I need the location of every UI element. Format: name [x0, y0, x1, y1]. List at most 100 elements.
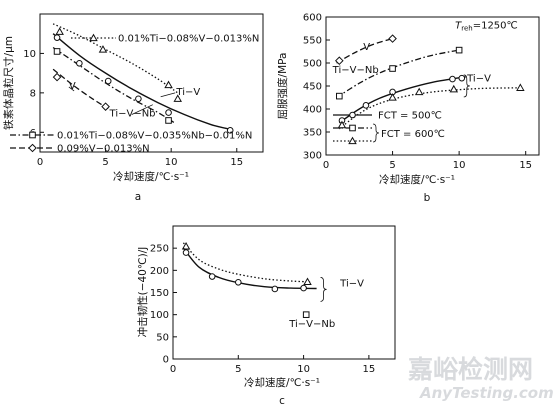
chart-c-ytick-label: 100	[150, 310, 169, 321]
chart-b-legend-marker-1	[349, 124, 356, 132]
chart-a-frame	[39, 13, 264, 153]
chart-b-series-3-point	[516, 83, 525, 91]
chart-c-series-0-point	[181, 241, 191, 250]
chart-a-series-0-point	[55, 27, 64, 35]
chart-b-series-3	[337, 83, 525, 130]
chart-c-xtick-label: 0	[170, 364, 176, 375]
chart-b: 0 5 10 15 300 350 400 450 500 550 600 Treh=1250℃ V T…	[276, 13, 540, 204]
chart-c-series-2-point	[302, 311, 310, 318]
chart-b-ytick-label: 600	[303, 13, 322, 24]
chart-b-series-2-point	[362, 102, 370, 109]
chart-c-series-1-line	[182, 247, 317, 290]
chart-a-panel-label: a	[135, 191, 141, 203]
chart-a-series-3	[52, 33, 234, 134]
chart-b-series-1	[336, 46, 463, 100]
chart-c-xlabel: 冷却速度/℃·s⁻¹	[244, 376, 320, 389]
chart-b-ytick-label: 350	[303, 128, 322, 139]
chart-c-series-1-point	[234, 279, 242, 286]
chart-c-series-0-point	[303, 277, 312, 285]
chart-b-series-1-point	[389, 65, 396, 72]
chart-a-series-2	[52, 68, 110, 111]
chart-a-leader-0	[160, 92, 176, 98]
chart-a-xtick-label: 15	[230, 157, 243, 168]
chart-b-ytick-label: 500	[303, 59, 322, 70]
chart-b-xtick-label: 15	[519, 160, 532, 171]
chart-a-series-2-point	[101, 102, 110, 111]
chart-b-legend-marker-0	[349, 111, 356, 119]
watermark-en: AnyTesting.com	[419, 384, 554, 402]
chart-b-series-0-point	[388, 34, 397, 43]
chart-a-legend-marker-1	[29, 131, 36, 139]
chart-a-series-3-point	[76, 59, 83, 67]
chart-c-ylabel: 冲击韧性(−40℃)/J	[136, 247, 149, 338]
chart-c-ytick-label: 0	[163, 355, 169, 366]
chart-a-annotation-1: V	[69, 81, 76, 92]
chart-a-series-3-point	[135, 95, 142, 103]
chart-c-series-1	[182, 247, 317, 293]
chart-a-series-3-line	[52, 33, 231, 130]
chart-b-xtick-label: 10	[453, 160, 466, 171]
chart-c-annotation-1: Ti−V−Nb	[288, 319, 335, 330]
chart-a-series-2-line	[52, 68, 109, 110]
chart-a-series-0-line	[52, 23, 179, 94]
chart-a-legend-text-2: 0.09%V−0.013%N	[57, 144, 150, 155]
chart-a-series-1-point	[165, 117, 172, 124]
chart-b-annotation-0: Treh=1250℃	[455, 21, 518, 33]
chart-a-series-3-point	[104, 77, 112, 85]
chart-a-leader-1	[68, 86, 75, 92]
chart-b-legend: FCT = 500℃ FCT = 600℃	[333, 111, 445, 145]
chart-c-series-1-point	[300, 284, 307, 292]
chart-b-series-3-line	[338, 87, 521, 130]
chart-a-series-0-point	[164, 80, 173, 89]
chart-b-xtick-label: 5	[389, 160, 395, 171]
chart-a-ytick-label: 8	[30, 88, 36, 99]
chart-a-xtick-label: 10	[165, 157, 178, 168]
chart-c-series-0-line	[182, 242, 311, 283]
chart-b-ytick-label: 300	[303, 151, 322, 162]
chart-b-panel-label: b	[424, 192, 431, 204]
chart-b-series-1-point	[455, 46, 463, 54]
chart-b-series-1-point	[336, 92, 343, 100]
chart-b-series-3-point	[388, 93, 397, 101]
chart-c-xtick-label: 5	[235, 364, 241, 375]
chart-a-series-3-point	[226, 127, 234, 134]
chart-a-series-2-point	[52, 72, 62, 82]
chart-b-series-3-point	[449, 84, 459, 93]
chart-a-xtick-label: 0	[37, 157, 43, 168]
chart-a-series-3-point	[53, 34, 61, 41]
chart-c-xtick-label: 15	[363, 364, 376, 375]
chart-c-series-1-point	[208, 273, 216, 280]
chart-a-legend-marker-2	[28, 143, 37, 153]
chart-a-series-3-point	[165, 109, 172, 116]
chart-c-frame	[172, 225, 396, 360]
chart-b-annotation-3: Ti−V	[466, 73, 491, 84]
chart-c-ytick-label: 50	[156, 332, 169, 343]
chart-b-annotation-1: V	[363, 42, 370, 53]
chart-b-xtick-label: 0	[323, 160, 329, 171]
chart-b-legend-text-0: FCT = 500℃	[378, 111, 442, 122]
chart-b-ytick-label: 450	[303, 82, 322, 93]
chart-b-series-0-line	[336, 37, 393, 64]
chart-b-ylabel: 屈服强度/MPa	[276, 53, 289, 120]
chart-b-brace-tiv	[463, 74, 470, 98]
chart-a-series-1-point	[53, 48, 61, 55]
chart-a-xlabel: 冷却速度/℃·s⁻¹	[113, 170, 189, 183]
chart-a-series-0	[52, 23, 182, 102]
chart-b-annotation-2: Ti−V−Nb	[332, 65, 379, 76]
chart-b-series-2-point	[458, 74, 466, 82]
chart-c-brace-tiv	[320, 277, 327, 302]
chart-a-series-0-point	[98, 45, 108, 53]
watermark: 嘉峪检测网 AnyTesting.com	[408, 355, 554, 402]
chart-a-legend-text-0: 0.01%Ti−0.08%V−0.013%N	[118, 34, 259, 45]
chart-b-series-2-point	[449, 75, 456, 83]
chart-a-annotation-0: Ti−V	[175, 87, 200, 98]
chart-b-ytick-label: 550	[303, 36, 322, 47]
chart-b-series-0	[335, 34, 397, 66]
chart-c-series-0	[181, 241, 312, 285]
chart-c-series-1-point	[182, 249, 190, 256]
chart-c-xtick-label: 10	[297, 364, 310, 375]
chart-a-ylabel: 铁素体晶粒尺寸/μm	[2, 36, 15, 130]
